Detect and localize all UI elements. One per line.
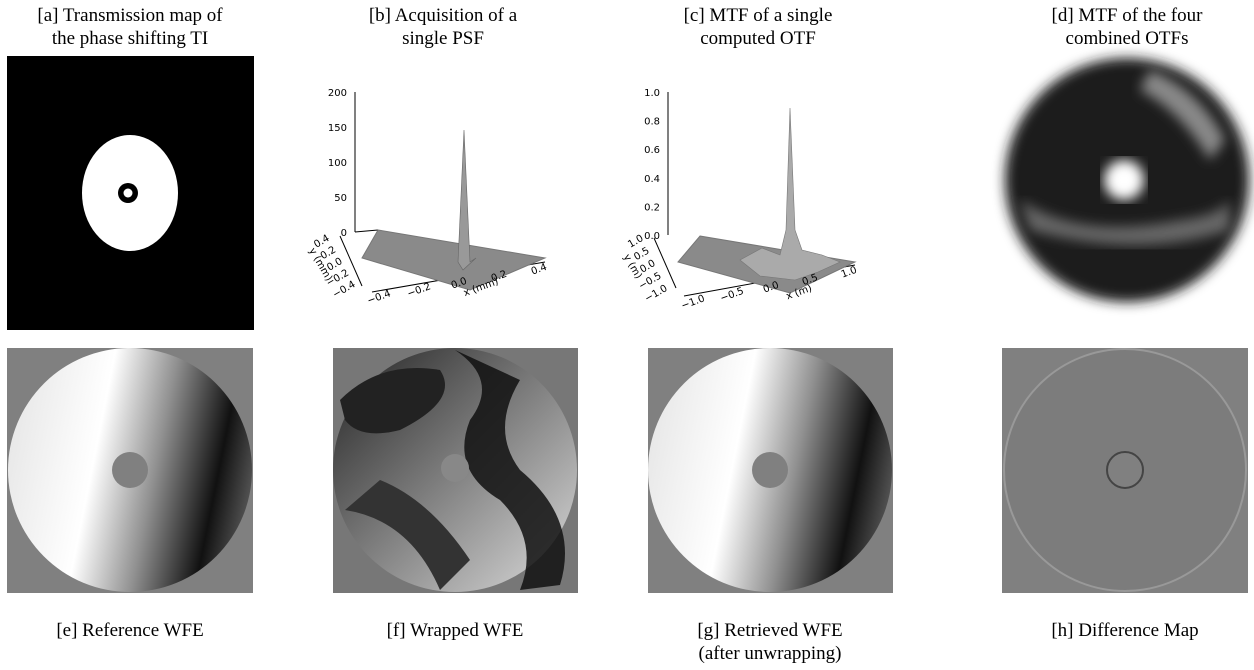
caption: [a] Transmission map of	[37, 5, 223, 26]
x-tick-label: 0.0	[450, 276, 469, 292]
x-tick-label: 0.5	[801, 272, 820, 288]
x-tick-label: −0.2	[406, 281, 433, 300]
caption: [e] Reference WFE	[56, 620, 203, 641]
x-tick-label: −0.4	[366, 288, 393, 307]
z-tick-label: 0.8	[644, 117, 660, 128]
combined-mtf	[1005, 58, 1249, 302]
reference-wfe	[7, 348, 253, 593]
caption: single PSF	[402, 28, 484, 49]
z-tick-label: 200	[328, 88, 347, 99]
difference-map	[1002, 348, 1248, 593]
z-tick-label: 50	[334, 193, 347, 204]
z-tick-label: 0.6	[644, 145, 660, 156]
transmission-map	[7, 56, 254, 330]
x-tick-label: 1.0	[840, 265, 859, 281]
caption: [d] MTF of the four	[1052, 5, 1204, 26]
z-tick-label: 0.0	[644, 231, 660, 242]
caption: [h] Difference Map	[1051, 620, 1198, 641]
retrieved-wfe	[648, 348, 893, 593]
x-tick-label: 0.4	[530, 262, 549, 278]
caption: the phase shifting TI	[52, 28, 208, 49]
caption: computed OTF	[700, 28, 816, 49]
mtf-surface	[653, 92, 857, 297]
caption: [g] Retrieved WFE	[697, 620, 842, 641]
caption: [f] Wrapped WFE	[387, 620, 524, 641]
z-tick-label: 0	[341, 228, 347, 239]
psf-surface	[339, 92, 547, 293]
caption: [c] MTF of a single	[684, 5, 833, 26]
z-tick-label: 0.4	[644, 174, 660, 185]
x-tick-label: 0.2	[490, 269, 509, 285]
z-tick-label: 100	[328, 158, 347, 169]
z-tick-label: 1.0	[644, 88, 660, 99]
z-tick-label: 0.2	[644, 202, 660, 213]
caption: combined OTFs	[1066, 28, 1189, 49]
caption: [b] Acquisition of a	[369, 5, 518, 26]
wrapped-wfe	[333, 348, 578, 593]
x-tick-label: 0.0	[762, 280, 781, 296]
z-tick-label: 150	[328, 123, 347, 134]
x-tick-label: −1.0	[680, 293, 707, 312]
caption: (after unwrapping)	[699, 643, 842, 664]
